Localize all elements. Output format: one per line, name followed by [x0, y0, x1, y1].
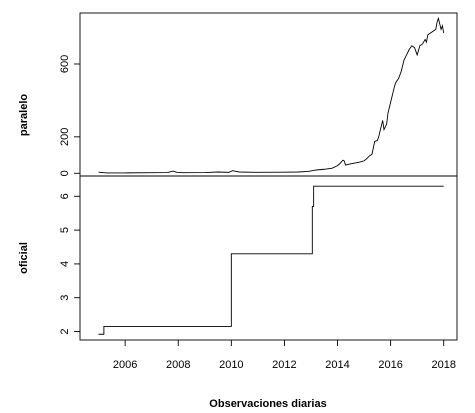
ytick-label: 3 — [59, 295, 71, 301]
yticks-paralelo: 0 200 600 — [59, 55, 80, 176]
panel-oficial: oficial 2 3 4 5 6 — [18, 175, 458, 341]
xtick-label: 2008 — [166, 359, 190, 371]
ytick-label: 6 — [59, 193, 71, 199]
panel-oficial-frame — [79, 175, 458, 341]
panel-paralelo: paralelo 0 200 600 — [18, 12, 458, 177]
ylabel-paralelo: paralelo — [18, 94, 30, 136]
ytick-label: 600 — [59, 55, 71, 73]
series-line-oficial — [98, 185, 444, 335]
xtick-label: 2012 — [272, 359, 296, 371]
ytick-label: 0 — [59, 170, 71, 176]
x-axis: 2006 2008 2010 2012 2014 2016 2018 — [113, 340, 456, 371]
ytick-label: 200 — [59, 128, 71, 146]
ylabel-oficial: oficial — [18, 242, 30, 274]
ytick-label: 5 — [59, 227, 71, 233]
ytick-label: 2 — [59, 328, 71, 334]
xtick-label: 2016 — [378, 359, 402, 371]
series-line-paralelo — [98, 16, 445, 174]
panel-paralelo-frame — [79, 12, 458, 177]
xtick-label: 2010 — [219, 359, 243, 371]
x-axis-title: Observaciones diarias — [209, 398, 326, 410]
xtick-label: 2018 — [431, 359, 455, 371]
xtick-label: 2006 — [113, 359, 137, 371]
yticks-oficial: 2 3 4 5 6 — [59, 193, 80, 335]
xtick-label: 2014 — [325, 359, 349, 371]
ytick-label: 4 — [59, 261, 71, 267]
